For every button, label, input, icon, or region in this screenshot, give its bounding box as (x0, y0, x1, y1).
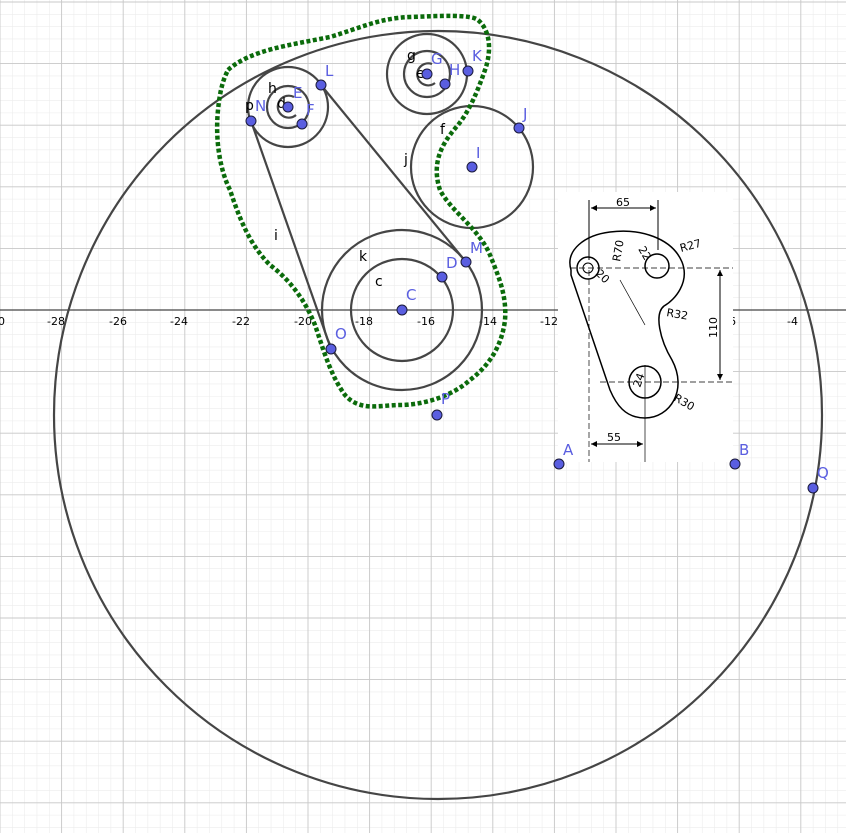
point-k[interactable] (462, 65, 474, 77)
tick-label: 0 (0, 315, 5, 328)
point-f[interactable] (296, 118, 308, 130)
label-j: j (403, 152, 408, 168)
tick-label: -28 (47, 315, 65, 328)
point-i[interactable] (466, 161, 478, 173)
circle-c[interactable] (349, 257, 455, 363)
tick-label: -18 (355, 315, 373, 328)
point-a[interactable] (553, 458, 565, 470)
circle-around-g-mid[interactable] (402, 49, 452, 99)
point-q[interactable] (807, 482, 819, 494)
point-l[interactable] (315, 79, 327, 91)
label-h: h (268, 81, 277, 97)
point-label-m: M (470, 239, 483, 257)
point-label-n: N (255, 97, 266, 115)
point-label-q: Q (817, 464, 829, 482)
label-f: f (440, 122, 446, 138)
point-p[interactable] (431, 409, 443, 421)
segment-i[interactable] (249, 120, 333, 350)
points-layer: A B C D EF GH I J K L M N O P Q (245, 47, 829, 494)
label-24: 24 (631, 371, 648, 389)
point-label-h: H (449, 61, 460, 79)
point-n[interactable] (245, 115, 257, 127)
tick-label: -4 (787, 315, 798, 328)
point-label-d: D (446, 254, 458, 272)
label-r32: R32 (665, 306, 689, 323)
point-d[interactable] (436, 271, 448, 283)
tick-label: -14 (479, 315, 497, 328)
label-d: d (277, 96, 286, 112)
point-label-e: E (293, 84, 302, 102)
point-label-g: G (431, 50, 443, 68)
point-label-i: I (476, 144, 480, 162)
point-label-k: K (472, 47, 483, 65)
point-label-f: F (306, 101, 315, 119)
tick-label: -20 (294, 315, 312, 328)
dim-110: 110 (707, 317, 720, 338)
circle-h[interactable] (246, 65, 330, 149)
segment-j[interactable] (320, 84, 467, 263)
point-c[interactable] (396, 304, 408, 316)
label-r27: R27 (678, 237, 702, 255)
point-label-l: L (325, 62, 334, 80)
x-axis-ticks: 0 -28 -26 -24 -22 -20 -18 -16 -14 -12 -6… (0, 315, 798, 328)
label-e: e (416, 66, 425, 82)
label-c: c (375, 274, 383, 290)
circle-d[interactable] (265, 84, 311, 130)
point-o[interactable] (325, 343, 337, 355)
point-b[interactable] (729, 458, 741, 470)
embedded-drawing-image[interactable]: 65 110 55 R70 22 R27 R32 20 24 R30 (558, 192, 733, 462)
point-label-p: P (441, 390, 450, 408)
point-label-a: A (563, 441, 574, 459)
large-circle[interactable] (52, 29, 824, 801)
point-label-c: C (406, 286, 416, 304)
tick-label: -26 (109, 315, 127, 328)
point-j[interactable] (513, 122, 525, 134)
label-r70: R70 (610, 239, 627, 263)
arc-e[interactable] (416, 62, 436, 87)
tick-label: -24 (170, 315, 188, 328)
tick-label: -16 (417, 315, 435, 328)
label-i: i (274, 228, 278, 244)
point-label-j: J (522, 105, 527, 123)
dim-65: 65 (616, 196, 630, 209)
dim-55: 55 (607, 431, 621, 444)
tick-label: -12 (540, 315, 558, 328)
label-p: p (245, 98, 254, 114)
label-22: 22 (635, 244, 653, 263)
point-label-o: O (335, 325, 347, 343)
point-h[interactable] (439, 78, 451, 90)
tick-label: -22 (232, 315, 250, 328)
point-label-b: B (739, 441, 749, 459)
label-g: g (407, 48, 416, 64)
point-e[interactable] (282, 101, 294, 113)
circle-k[interactable] (320, 228, 484, 392)
point-g[interactable] (421, 68, 433, 80)
point-m[interactable] (460, 256, 472, 268)
label-k: k (359, 249, 368, 265)
arc-inner-e[interactable] (276, 94, 297, 119)
